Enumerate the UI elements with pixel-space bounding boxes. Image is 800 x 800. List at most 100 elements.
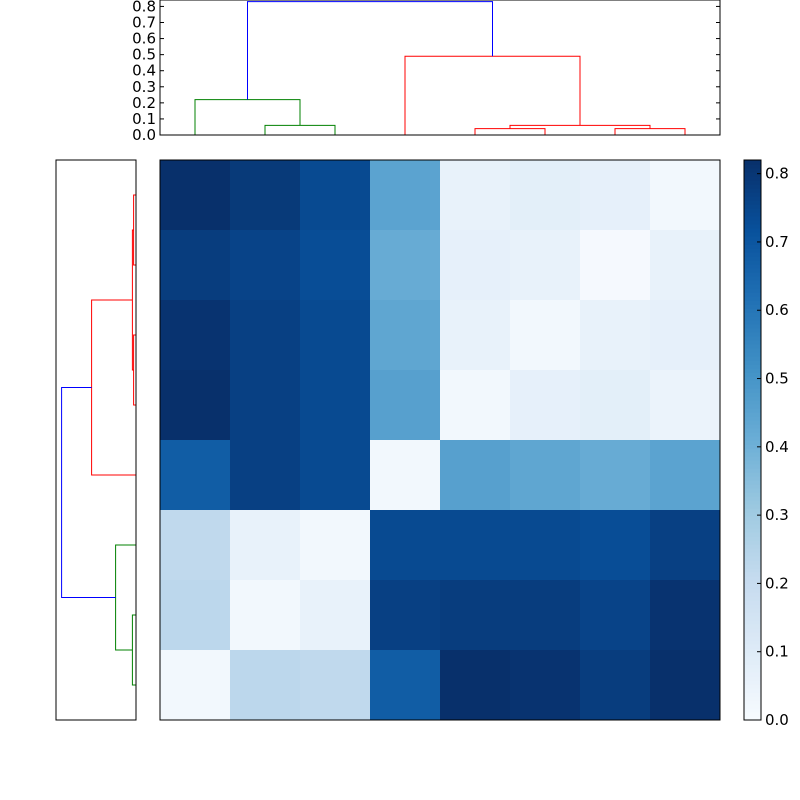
heatmap-cell (230, 300, 301, 371)
colorbar-segment (744, 664, 761, 669)
heatmap-cell (230, 440, 301, 511)
colorbar-segment (744, 504, 761, 509)
colorbar-segment (744, 460, 761, 465)
colorbar-segment (744, 196, 761, 201)
colorbar-segment (744, 184, 761, 189)
heatmap-cell (160, 580, 231, 651)
heatmap-cell (300, 580, 371, 651)
colorbar-segment (744, 496, 761, 501)
colorbar-frame (743, 159, 762, 721)
colorbar-segment (744, 360, 761, 365)
colorbar-segment (744, 692, 761, 697)
heatmap-cell (230, 510, 301, 581)
top-dendrogram-link (247, 1, 493, 100)
colorbar-tick-label: 0.0 (765, 711, 789, 729)
colorbar-segment (744, 224, 761, 229)
colorbar-segment (744, 560, 761, 565)
colorbar-segment (744, 608, 761, 613)
heatmap-cell (440, 650, 511, 721)
colorbar-segment (744, 336, 761, 341)
colorbar-segment (744, 508, 761, 513)
heatmap-cell (510, 580, 581, 651)
heatmap-cell (160, 300, 231, 371)
heatmap-cell (510, 370, 581, 441)
colorbar-segment (744, 436, 761, 441)
colorbar-segment (744, 376, 761, 381)
colorbar-segment (744, 700, 761, 705)
colorbar-segment (744, 164, 761, 169)
heatmap-cell (580, 440, 651, 511)
heatmap-cell (300, 370, 371, 441)
colorbar-segment (744, 276, 761, 281)
colorbar-segment (744, 440, 761, 445)
colorbar-segment (744, 312, 761, 317)
heatmap-cell (230, 160, 301, 231)
colorbar-segment (744, 308, 761, 313)
heatmap-cell (440, 580, 511, 651)
colorbar-segment (744, 304, 761, 309)
colorbar-segment (744, 548, 761, 553)
colorbar-segment (744, 248, 761, 253)
colorbar-segment (744, 240, 761, 245)
colorbar-segment (744, 568, 761, 573)
heatmap-cell (650, 580, 721, 651)
colorbar-segment (744, 516, 761, 521)
colorbar-segment (744, 176, 761, 181)
colorbar-segment (744, 256, 761, 261)
heatmap-cell (580, 160, 651, 231)
heatmap-cell (370, 650, 441, 721)
colorbar-segment (744, 180, 761, 185)
colorbar-segment (744, 528, 761, 533)
colorbar-segment (744, 348, 761, 353)
colorbar-segment (744, 428, 761, 433)
heatmap-cell (580, 510, 651, 581)
colorbar-tick-label: 0.3 (765, 506, 789, 524)
colorbar-segment (744, 300, 761, 305)
heatmap-cell (300, 300, 371, 371)
colorbar-segment (744, 416, 761, 421)
colorbar-segment (744, 688, 761, 693)
heatmap-cell (650, 370, 721, 441)
heatmap-cell (160, 440, 231, 511)
colorbar-tick-label: 0.5 (765, 370, 789, 388)
colorbar-segment (744, 580, 761, 585)
left-dendrogram-frame (55, 159, 137, 721)
heatmap-cell (510, 230, 581, 301)
top-dendrogram-link (404, 55, 581, 135)
colorbar-segment (744, 288, 761, 293)
colorbar-tick-label: 0.4 (765, 438, 789, 456)
heatmap-cell (230, 580, 301, 651)
colorbar-segment (744, 676, 761, 681)
colorbar-segment (744, 604, 761, 609)
colorbar-segment (744, 712, 761, 717)
colorbar-segment (744, 636, 761, 641)
colorbar-segment (744, 704, 761, 709)
colorbar-segment (744, 408, 761, 413)
heatmap-cell (510, 300, 581, 371)
colorbar-segment (744, 424, 761, 429)
colorbar-segment (744, 596, 761, 601)
heatmap-cell (370, 160, 441, 231)
top-dendrogram-ytick-label: 0.8 (132, 0, 156, 15)
top-dendrogram-link (614, 128, 686, 135)
colorbar-segment (744, 392, 761, 397)
colorbar-segment (744, 244, 761, 249)
colorbar-segment (744, 380, 761, 385)
heatmap-cell (160, 230, 231, 301)
colorbar-segment (744, 280, 761, 285)
colorbar-segment (744, 356, 761, 361)
heatmap-cell (300, 230, 371, 301)
colorbar-segment (744, 476, 761, 481)
top-dendrogram-ytick-label: 0.2 (132, 94, 156, 112)
heatmap-cell (370, 580, 441, 651)
colorbar-segment (744, 588, 761, 593)
heatmap-cell (370, 510, 441, 581)
colorbar-tick-label: 0.8 (765, 165, 789, 183)
colorbar-segment (744, 540, 761, 545)
colorbar-segment (744, 612, 761, 617)
colorbar-segment (744, 716, 761, 721)
top-dendrogram-link (194, 99, 301, 135)
colorbar-segment (744, 672, 761, 677)
heatmap-cell (580, 300, 651, 371)
colorbar: 0.0 0.1 0.2 0.3 0.4 0.5 0.6 0.7 0.8 (743, 159, 789, 729)
